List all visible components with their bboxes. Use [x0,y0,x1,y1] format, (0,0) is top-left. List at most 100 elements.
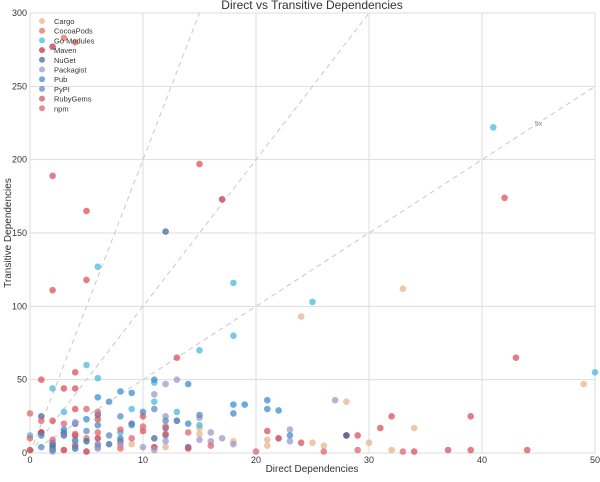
data-point [173,408,181,416]
reference-line [29,12,200,454]
data-point [71,437,79,445]
data-point [230,279,237,287]
data-point [60,385,68,392]
data-point [83,207,90,215]
data-point [60,446,68,454]
data-point [162,380,169,388]
data-point [151,435,158,442]
legend-label: CocoaPods [54,27,93,36]
x-tick-label: 0 [27,455,32,465]
data-point [218,435,226,442]
data-point [320,442,328,449]
data-point [207,429,215,436]
data-point [399,448,407,455]
legend-label: Cargo [54,17,74,26]
data-point [151,391,158,398]
data-point [444,446,452,454]
data-point [94,374,102,382]
data-point [117,435,124,442]
data-point [230,401,237,408]
data-point [94,435,102,442]
data-point [26,435,34,442]
data-point [83,437,90,445]
data-point [94,263,102,271]
data-point [196,411,203,419]
data-point [94,415,102,423]
data-point [309,439,316,447]
data-point [286,426,294,433]
data-point [105,440,113,448]
data-point [94,440,102,448]
data-point [83,415,90,423]
legend-marker [39,56,45,63]
legend-marker [39,37,45,44]
data-point [71,385,79,392]
data-point [230,410,237,417]
y-tick-label: 300 [12,8,27,18]
data-point [128,440,135,448]
data-point [173,354,181,361]
data-point [184,429,192,436]
legend-marker [39,95,45,102]
data-point [286,432,294,439]
data-point [252,448,260,455]
data-point [196,160,203,168]
legend-label: Maven [54,46,77,55]
data-point [275,435,282,442]
axis-ticks: 0 10 20 30 40 50 0 50 100 150 200 250 300 [12,8,600,465]
data-point [60,34,68,42]
data-point [173,376,181,383]
data-point [297,313,305,320]
legend-label: RubyGems [54,95,92,104]
data-point [275,407,282,414]
data-point [331,396,339,404]
data-point [117,413,124,420]
data-point [71,430,79,438]
data-point [343,432,350,439]
x-tick-label: 50 [590,455,600,465]
data-point [490,124,497,131]
y-tick-label: 0 [22,448,27,458]
data-point [139,443,147,451]
y-axis-label: Transitive Dependencies [3,178,14,288]
data-point [117,426,124,433]
data-point [173,417,181,425]
data-point [162,430,169,438]
y-tick-label: 50 [17,375,27,385]
y-tick-label: 200 [12,155,27,165]
data-point [230,440,237,448]
legend-marker [39,105,45,112]
data-point [60,426,68,433]
data-point [83,427,90,435]
data-point [38,376,45,383]
x-tick-label: 30 [364,455,374,465]
data-point [38,417,45,425]
legend-label: npm [54,104,69,113]
data-point [196,430,203,438]
data-point [49,417,56,425]
data-point [49,436,56,444]
data-point [94,429,102,436]
data-point [49,385,56,392]
data-point [26,446,34,454]
data-point [83,448,90,455]
data-point [105,432,113,439]
data-point [128,421,135,429]
data-point [343,398,350,405]
data-point [377,424,384,432]
data-point [162,437,169,445]
x-axis-label: Direct Dependencies [266,464,359,475]
data-point [207,442,215,449]
reference-line [29,85,596,454]
data-point [365,439,373,447]
legend-marker [39,18,45,24]
data-point [354,446,362,454]
data-point [241,401,248,408]
data-point [512,354,520,361]
data-point [83,361,90,369]
data-point [218,195,226,203]
data-point [139,423,147,430]
data-point [196,347,203,354]
legend-label: Packagist [54,66,87,75]
